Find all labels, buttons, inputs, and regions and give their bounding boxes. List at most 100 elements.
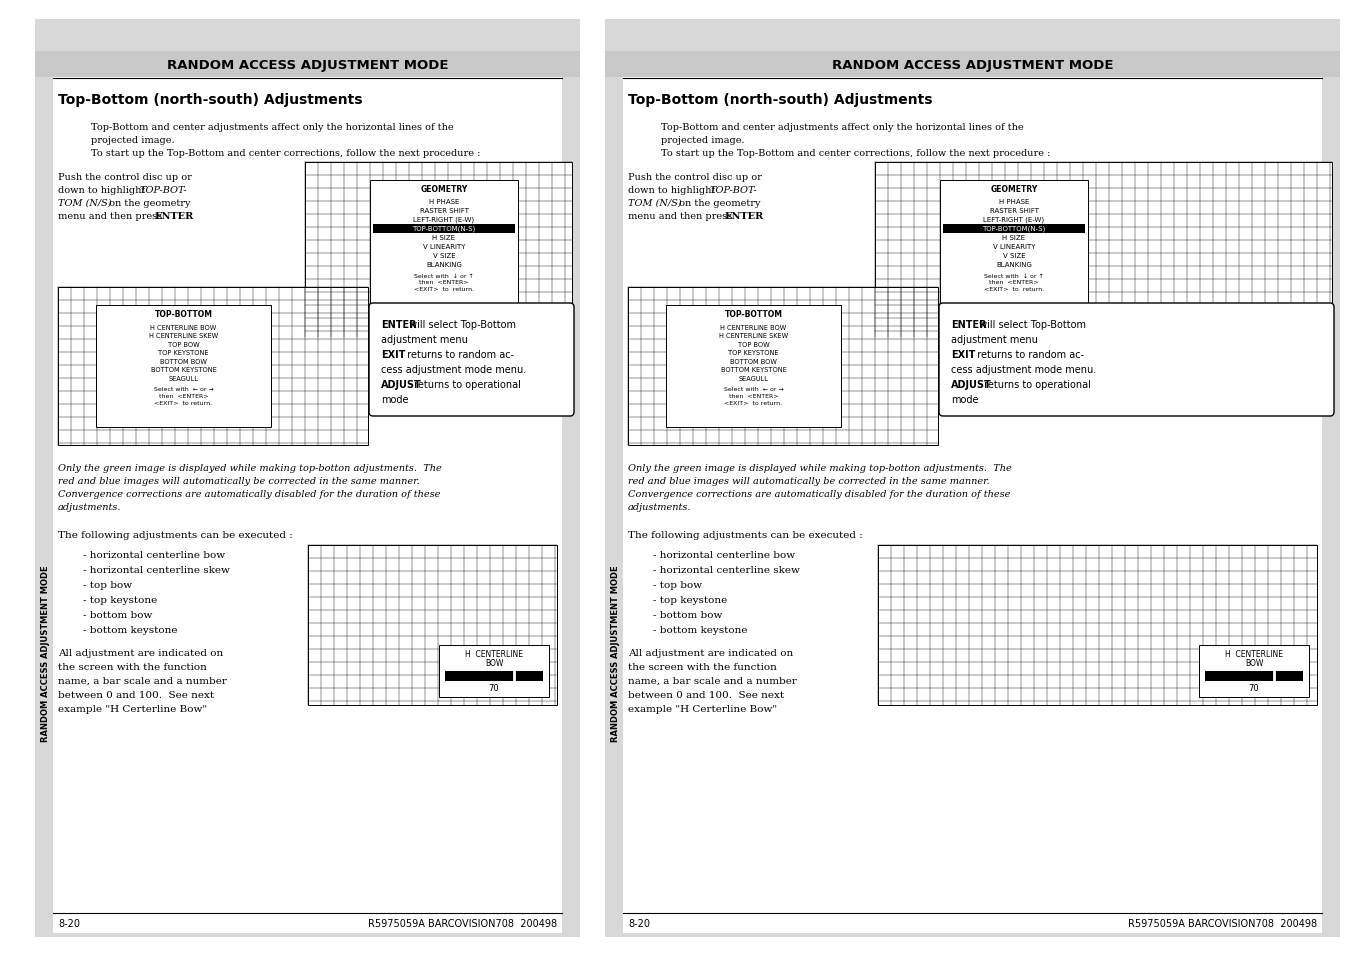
Text: TOP KEYSTONE: TOP KEYSTONE: [728, 350, 778, 356]
Text: returns to random ac-: returns to random ac-: [971, 350, 1084, 359]
Text: H  CENTERLINE: H CENTERLINE: [465, 650, 523, 659]
Text: - top keystone: - top keystone: [653, 596, 727, 604]
Text: mode: mode: [381, 395, 408, 405]
Text: 8-20: 8-20: [628, 918, 650, 928]
Bar: [373, 224, 515, 233]
FancyBboxPatch shape: [369, 304, 574, 416]
Text: ENTER: ENTER: [951, 319, 986, 330]
Text: - horizontal centerline skew: - horizontal centerline skew: [653, 565, 800, 575]
Text: on the geometry: on the geometry: [676, 199, 761, 208]
Text: name, a bar scale and a number: name, a bar scale and a number: [58, 677, 227, 685]
Bar: [875, 163, 1332, 337]
Text: 70: 70: [1248, 684, 1259, 693]
Text: H PHASE: H PHASE: [998, 199, 1029, 205]
Text: TOP-BOTTOM: TOP-BOTTOM: [724, 310, 782, 319]
Text: 70: 70: [489, 684, 500, 693]
Text: then  <ENTER>: then <ENTER>: [989, 280, 1039, 285]
Text: The following adjustments can be executed :: The following adjustments can be execute…: [628, 531, 863, 539]
Text: down to highlight: down to highlight: [628, 186, 719, 194]
Text: BOTTOM BOW: BOTTOM BOW: [159, 358, 207, 365]
Bar: [370, 181, 517, 309]
Text: Select with  ← or →: Select with ← or →: [724, 387, 784, 392]
Bar: [35, 52, 580, 78]
Bar: [444, 671, 543, 681]
Text: BLANKING: BLANKING: [996, 262, 1032, 268]
Text: GEOMETRY: GEOMETRY: [420, 185, 467, 194]
Bar: [605, 20, 1340, 937]
Bar: [1198, 645, 1309, 698]
Text: Select with  ↓ or ↑: Select with ↓ or ↑: [415, 274, 474, 278]
Text: EXIT: EXIT: [951, 350, 975, 359]
Bar: [308, 545, 557, 705]
Text: BOTTOM BOW: BOTTOM BOW: [730, 358, 777, 365]
Text: then  <ENTER>: then <ENTER>: [728, 394, 778, 398]
Text: Top-Bottom and center adjustments affect only the horizontal lines of the: Top-Bottom and center adjustments affect…: [91, 123, 454, 132]
Text: between 0 and 100.  See next: between 0 and 100. See next: [58, 690, 213, 700]
Text: menu and then press: menu and then press: [58, 212, 165, 221]
Text: Select with  ↓ or ↑: Select with ↓ or ↑: [984, 274, 1044, 278]
Text: Only the green image is displayed while making top-botton adjustments.  The: Only the green image is displayed while …: [58, 463, 442, 473]
Text: H SIZE: H SIZE: [432, 234, 455, 241]
Text: V SIZE: V SIZE: [432, 253, 455, 258]
Text: Top-Bottom and center adjustments affect only the horizontal lines of the: Top-Bottom and center adjustments affect…: [661, 123, 1024, 132]
Text: adjustment menu: adjustment menu: [381, 335, 467, 345]
Text: example "H Certerline Bow": example "H Certerline Bow": [628, 704, 777, 713]
Text: GEOMETRY: GEOMETRY: [990, 185, 1038, 194]
Text: then  <ENTER>: then <ENTER>: [159, 394, 208, 398]
Text: <EXIT>  to  return.: <EXIT> to return.: [413, 287, 474, 293]
Text: adjustments.: adjustments.: [58, 502, 122, 512]
Text: will select Top-Bottom: will select Top-Bottom: [975, 319, 1086, 330]
Text: example "H Certerline Bow": example "H Certerline Bow": [58, 704, 207, 713]
Text: .: .: [759, 212, 762, 221]
Bar: [943, 224, 1085, 233]
Text: Select with  ← or →: Select with ← or →: [154, 387, 213, 392]
Text: then  <ENTER>: then <ENTER>: [419, 280, 469, 285]
Text: RANDOM ACCESS ADJUSTMENT MODE: RANDOM ACCESS ADJUSTMENT MODE: [166, 58, 449, 71]
Text: mode: mode: [951, 395, 978, 405]
Bar: [940, 181, 1088, 309]
Text: To start up the Top-Bottom and center corrections, follow the next procedure :: To start up the Top-Bottom and center co…: [91, 149, 481, 158]
Text: V LINEARITY: V LINEARITY: [993, 244, 1035, 250]
Text: TOP-BOTTOM(N-S): TOP-BOTTOM(N-S): [982, 226, 1046, 232]
Text: RANDOM ACCESS ADJUSTMENT MODE: RANDOM ACCESS ADJUSTMENT MODE: [611, 565, 620, 741]
Text: H CENTERLINE BOW: H CENTERLINE BOW: [150, 325, 216, 331]
Text: BOTTOM KEYSTONE: BOTTOM KEYSTONE: [720, 367, 786, 374]
Text: the screen with the function: the screen with the function: [628, 662, 777, 671]
Text: Convergence corrections are automatically disabled for the duration of these: Convergence corrections are automaticall…: [58, 490, 440, 498]
Text: TOM (N/S): TOM (N/S): [58, 199, 112, 208]
Text: returns to random ac-: returns to random ac-: [401, 350, 515, 359]
Text: will select Top-Bottom: will select Top-Bottom: [407, 319, 516, 330]
Text: cess adjustment mode menu.: cess adjustment mode menu.: [951, 365, 1096, 375]
Text: H SIZE: H SIZE: [1002, 234, 1025, 241]
Text: down to highlight: down to highlight: [58, 186, 149, 194]
Text: RANDOM ACCESS ADJUSTMENT MODE: RANDOM ACCESS ADJUSTMENT MODE: [832, 58, 1113, 71]
Bar: [878, 545, 1317, 705]
FancyBboxPatch shape: [939, 304, 1333, 416]
Text: - top keystone: - top keystone: [82, 596, 157, 604]
Text: name, a bar scale and a number: name, a bar scale and a number: [628, 677, 797, 685]
Text: ENTER: ENTER: [725, 212, 765, 221]
Text: H CENTERLINE SKEW: H CENTERLINE SKEW: [149, 334, 218, 339]
Text: TOM (N/S): TOM (N/S): [628, 199, 681, 208]
Text: - bottom bow: - bottom bow: [653, 610, 723, 619]
Text: SEAGULL: SEAGULL: [169, 375, 199, 381]
Text: projected image.: projected image.: [91, 136, 174, 145]
Text: All adjustment are indicated on: All adjustment are indicated on: [58, 648, 223, 658]
Text: RASTER SHIFT: RASTER SHIFT: [420, 208, 469, 213]
Text: H  CENTERLINE: H CENTERLINE: [1225, 650, 1283, 659]
Text: V LINEARITY: V LINEARITY: [423, 244, 465, 250]
Text: 8-20: 8-20: [58, 918, 80, 928]
Text: EXIT: EXIT: [381, 350, 405, 359]
Text: - top bow: - top bow: [653, 580, 703, 589]
Text: red and blue images will automatically be corrected in the same manner.: red and blue images will automatically b…: [628, 476, 990, 485]
Text: ADJUST: ADJUST: [951, 379, 992, 390]
Text: To start up the Top-Bottom and center corrections, follow the next procedure :: To start up the Top-Bottom and center co…: [661, 149, 1050, 158]
Text: The following adjustments can be executed :: The following adjustments can be execute…: [58, 531, 293, 539]
Text: - horizontal centerline bow: - horizontal centerline bow: [653, 551, 796, 559]
Text: adjustments.: adjustments.: [628, 502, 692, 512]
Text: - horizontal centerline skew: - horizontal centerline skew: [82, 565, 230, 575]
Text: ADJUST: ADJUST: [381, 379, 422, 390]
Text: LEFT-RIGHT (E-W): LEFT-RIGHT (E-W): [984, 216, 1044, 223]
Text: <EXIT>  to return.: <EXIT> to return.: [154, 400, 212, 406]
Bar: [35, 20, 580, 937]
